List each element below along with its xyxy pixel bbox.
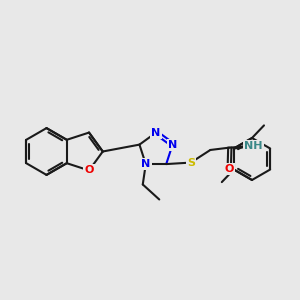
Text: O: O [84,165,94,176]
Text: NH: NH [244,141,262,151]
Text: N: N [152,128,160,138]
Text: S: S [187,158,195,168]
Text: O: O [224,164,234,174]
Text: N: N [168,140,177,150]
Text: N: N [141,159,150,169]
